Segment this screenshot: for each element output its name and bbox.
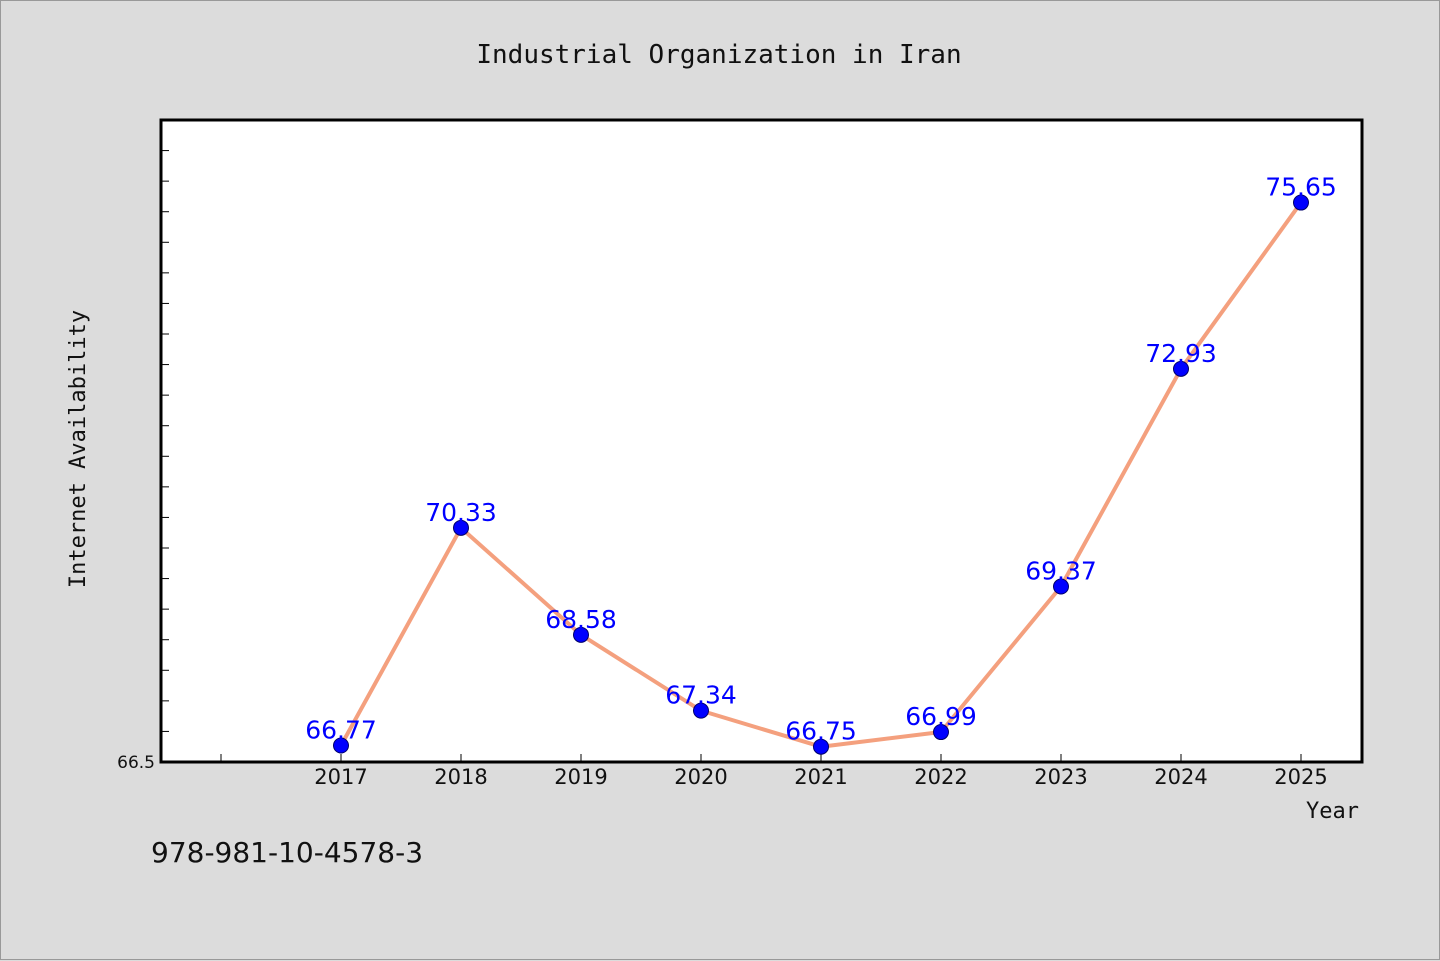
x-tick-label: 2025: [1274, 765, 1327, 789]
data-point: [1053, 578, 1069, 595]
x-tick-label: 2021: [794, 765, 847, 789]
data-point: [1173, 360, 1189, 377]
data-label: 72.93: [1145, 339, 1217, 368]
y-axis-ticks: 66.5: [117, 119, 169, 773]
x-tick-label: 2022: [914, 765, 967, 789]
x-axis-label: Year: [1306, 799, 1359, 824]
data-label: 67.34: [665, 681, 737, 710]
data-label: 68.58: [545, 605, 617, 634]
data-label: 66.99: [905, 702, 977, 731]
y-tick-label: 66.5: [117, 753, 155, 773]
x-tick-label: 2024: [1154, 765, 1207, 789]
x-tick-label: 2020: [674, 765, 727, 789]
x-tick-label: 2017: [314, 765, 367, 789]
data-label: 66.75: [785, 717, 857, 746]
data-point: [693, 702, 709, 719]
data-point: [573, 626, 589, 643]
data-label: 66.77: [305, 715, 377, 744]
x-tick-label: 2018: [434, 765, 487, 789]
data-label: 69.37: [1025, 557, 1097, 586]
data-label: 75.65: [1265, 173, 1337, 202]
y-axis-label: Internet Availability: [66, 310, 91, 588]
isbn-text: 978-981-10-4578-3: [151, 836, 424, 869]
series-layer: 66.77 70.33 68.58 67.34 66.75 66.99 69.37 72.93…: [305, 173, 1337, 755]
chart-title: Industrial Organization in Iran: [476, 40, 961, 70]
x-tick-label: 2023: [1034, 765, 1087, 789]
x-tick-label: 2019: [554, 765, 607, 789]
data-point: [933, 724, 949, 741]
x-axis-ticks: 2017 2018 2019 2020 2021 2022 2023 2024 2025: [220, 754, 1328, 789]
data-point: [1293, 194, 1309, 211]
data-point: [813, 738, 829, 755]
data-point: [333, 737, 349, 754]
data-point: [453, 519, 469, 536]
plot-area: [159, 118, 1364, 764]
data-label: 70.33: [425, 498, 497, 527]
